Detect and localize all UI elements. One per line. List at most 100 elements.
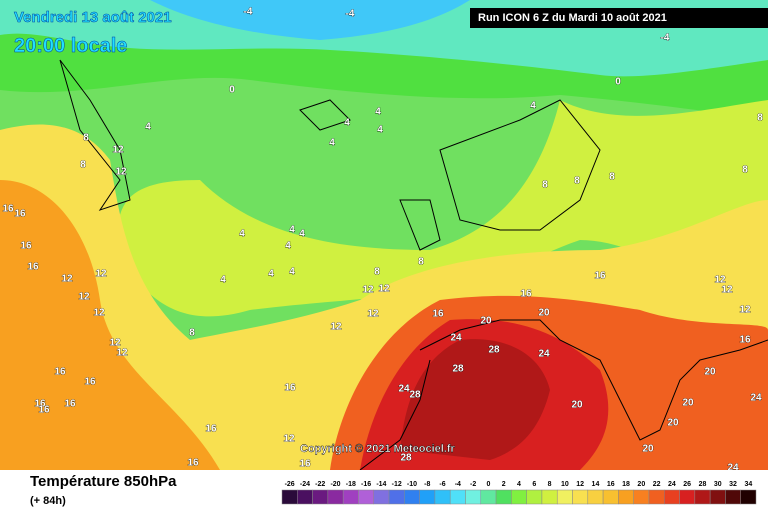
- legend-tick-label: -4: [455, 481, 461, 488]
- legend-tick-label: -26: [285, 481, 295, 488]
- time-label: 20:00 locale: [14, 35, 127, 57]
- legend-tick-label: -18: [346, 481, 356, 488]
- contour-label: 16: [205, 424, 217, 435]
- contour-label: 12: [721, 285, 733, 296]
- contour-label: 4: [220, 275, 226, 286]
- legend-swatch: [725, 489, 741, 505]
- legend-tick-label: 2: [502, 481, 506, 488]
- contour-label: 16: [27, 262, 39, 273]
- contour-label: 12: [714, 275, 726, 286]
- footer-subtitle: (+ 84h): [30, 495, 66, 507]
- contour-label: 12: [116, 348, 128, 359]
- contour-label: 16: [84, 377, 96, 388]
- legend-swatch: [526, 489, 543, 505]
- legend-tick-label: -10: [407, 481, 417, 488]
- contour-label: 8: [574, 176, 580, 187]
- contour-label: 16: [38, 405, 50, 416]
- legend-swatch: [602, 489, 619, 505]
- legend-swatch: [587, 489, 604, 505]
- contour-label: 8: [189, 328, 195, 339]
- contour-label: 0: [229, 85, 235, 96]
- contour-label: 8: [80, 160, 86, 171]
- contour-label: 20: [642, 444, 654, 455]
- zone-hot: [0, 180, 220, 470]
- legend-tick-label: 22: [653, 481, 661, 488]
- contour-label: 28: [452, 364, 464, 375]
- contour-label: 28: [488, 345, 500, 356]
- contour-label: 8: [757, 113, 763, 124]
- contour-label: 0: [615, 77, 621, 88]
- contour-label: 4: [289, 225, 295, 236]
- contour-label: 12: [78, 292, 90, 303]
- contour-label: 28: [400, 453, 412, 464]
- contour-label: 24: [538, 349, 550, 360]
- legend-swatch: [434, 489, 451, 505]
- contour-label: 4: [375, 107, 381, 118]
- legend-tick-label: 18: [622, 481, 630, 488]
- contour-label: 16: [54, 367, 66, 378]
- contour-label: 16: [299, 459, 311, 470]
- contour-label: -4: [661, 33, 670, 44]
- legend-swatch: [449, 489, 466, 505]
- legend-tick-label: 12: [576, 481, 584, 488]
- contour-label: 12: [61, 274, 73, 285]
- legend-swatch: [633, 489, 650, 505]
- legend-swatch: [679, 489, 696, 505]
- legend-swatch: [572, 489, 589, 505]
- contour-label: 16: [432, 309, 444, 320]
- contour-label: 16: [14, 209, 26, 220]
- contour-label: 12: [330, 322, 342, 333]
- contour-label: -4: [244, 7, 253, 18]
- footer-title: Température 850hPa: [30, 473, 177, 490]
- contour-label: 16: [739, 335, 751, 346]
- legend-tick-label: -2: [470, 481, 476, 488]
- contour-label: 4: [329, 138, 335, 149]
- zone-colder: [150, 0, 470, 40]
- legend-tick-label: 30: [714, 481, 722, 488]
- zone-extreme: [400, 339, 550, 460]
- legend-swatch: [648, 489, 665, 505]
- contour-label: 28: [409, 390, 421, 401]
- contour-label: 4: [285, 241, 291, 252]
- legend-swatch: [404, 489, 420, 505]
- contour-label: 12: [95, 269, 107, 280]
- legend-swatch: [465, 489, 482, 505]
- contour-label: 16: [20, 241, 32, 252]
- legend-tick-label: 0: [486, 481, 490, 488]
- legend-tick-label: 20: [637, 481, 645, 488]
- legend-swatch: [419, 489, 436, 505]
- contour-label: 12: [367, 309, 379, 320]
- contour-label: 16: [187, 458, 199, 469]
- legend-tick-label: 34: [744, 481, 752, 488]
- contour-label: 4: [377, 125, 383, 136]
- contour-label: 24: [398, 384, 410, 395]
- contour-label: 12: [93, 308, 105, 319]
- contour-label: 4: [268, 269, 274, 280]
- legend-tick-label: 26: [683, 481, 691, 488]
- legend-swatch: [618, 489, 634, 505]
- contour-label: 4: [344, 118, 350, 129]
- contour-label: 8: [609, 172, 615, 183]
- contour-label: 16: [34, 399, 46, 410]
- run-banner: [470, 8, 768, 28]
- legend-swatch: [664, 489, 680, 505]
- legend-swatch: [327, 489, 344, 505]
- legend-tick-label: -12: [392, 481, 402, 488]
- legend-swatch: [373, 489, 390, 505]
- legend-swatch: [297, 489, 313, 505]
- contour-label: 24: [750, 393, 762, 404]
- legend-swatch: [694, 489, 711, 505]
- legend-tick-label: 8: [548, 481, 552, 488]
- legend-swatch: [358, 489, 374, 505]
- legend-swatch: [312, 489, 329, 505]
- contour-label: 8: [418, 257, 424, 268]
- legend-tick-label: 6: [532, 481, 536, 488]
- contour-label: 16: [520, 289, 532, 300]
- legend-tick-label: -6: [439, 481, 445, 488]
- legend-tick-label: 32: [729, 481, 737, 488]
- legend-swatch: [556, 489, 573, 505]
- contour-label: 20: [667, 418, 679, 429]
- zone-mild: [117, 100, 768, 317]
- contour-label: 4: [289, 267, 295, 278]
- legend-swatch: [511, 489, 527, 505]
